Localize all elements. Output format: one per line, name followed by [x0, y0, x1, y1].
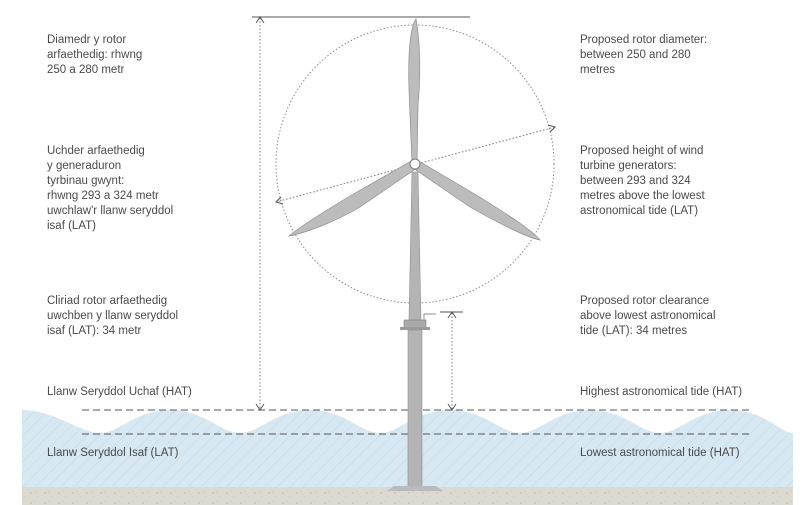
english-hat-label: Highest astronomical tide (HAT) — [580, 386, 743, 398]
monopile — [407, 329, 423, 489]
turbine-blade-left — [287, 159, 418, 237]
access-platform — [400, 327, 430, 330]
english-lat-label: Lowest astronomical tide (HAT) — [580, 447, 740, 459]
sea-hatching — [22, 410, 793, 487]
welsh-hat-label: Llanw Seryddol Uchaf (HAT) — [47, 386, 192, 398]
diameter-arrow-start — [275, 196, 284, 205]
clearance-arrow-top — [447, 311, 457, 319]
english-turbine-height-label: Proposed height of wind turbine generato… — [580, 145, 705, 217]
diameter-arrow-end — [547, 124, 556, 133]
turbine-blade-up — [408, 18, 421, 165]
english-rotor-clearance-label: Proposed rotor clearance above lowest as… — [580, 295, 716, 337]
welsh-rotor-clearance-label: Cliriad rotor arfaethedig uwchben y llan… — [47, 295, 179, 337]
height-arrow-bottom — [255, 403, 265, 411]
transition-piece — [403, 319, 427, 329]
welsh-rotor-diameter-label: Diamedr y rotor arfaethedig: rhwng 250 a… — [47, 34, 143, 76]
clearance-arrow-bottom — [447, 403, 457, 411]
turbine-tower — [408, 171, 422, 321]
welsh-turbine-height-label: Uchder arfaethedig y generaduron tyrbina… — [47, 145, 174, 232]
seabed-texture — [22, 487, 793, 505]
welsh-lat-label: Llanw Seryddol Isaf (LAT) — [47, 447, 179, 459]
access-rail — [423, 313, 436, 320]
height-arrow-top — [255, 16, 265, 24]
english-rotor-diameter-label: Proposed rotor diameter: between 250 and… — [580, 34, 708, 76]
scour-protection — [387, 486, 443, 491]
rotor-hub — [409, 158, 421, 170]
turbine-blade-right — [412, 159, 541, 241]
